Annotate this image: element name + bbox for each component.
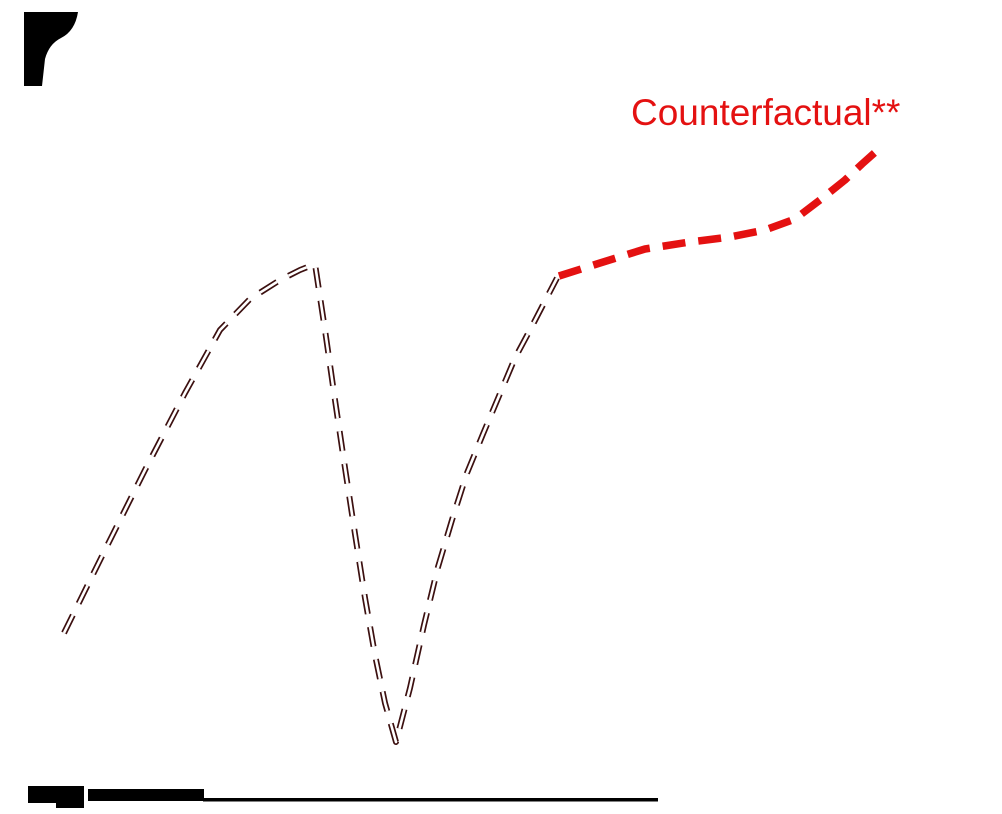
history-series-dash-core [62,262,559,744]
cropped-axis-artifact-top-left [24,12,78,86]
counterfactual-series-line [557,145,883,280]
cropped-axis-artifact-bottom [28,786,658,808]
counterfactual-label: Counterfactual** [631,92,901,133]
history-series-dashed-line [61,261,560,745]
